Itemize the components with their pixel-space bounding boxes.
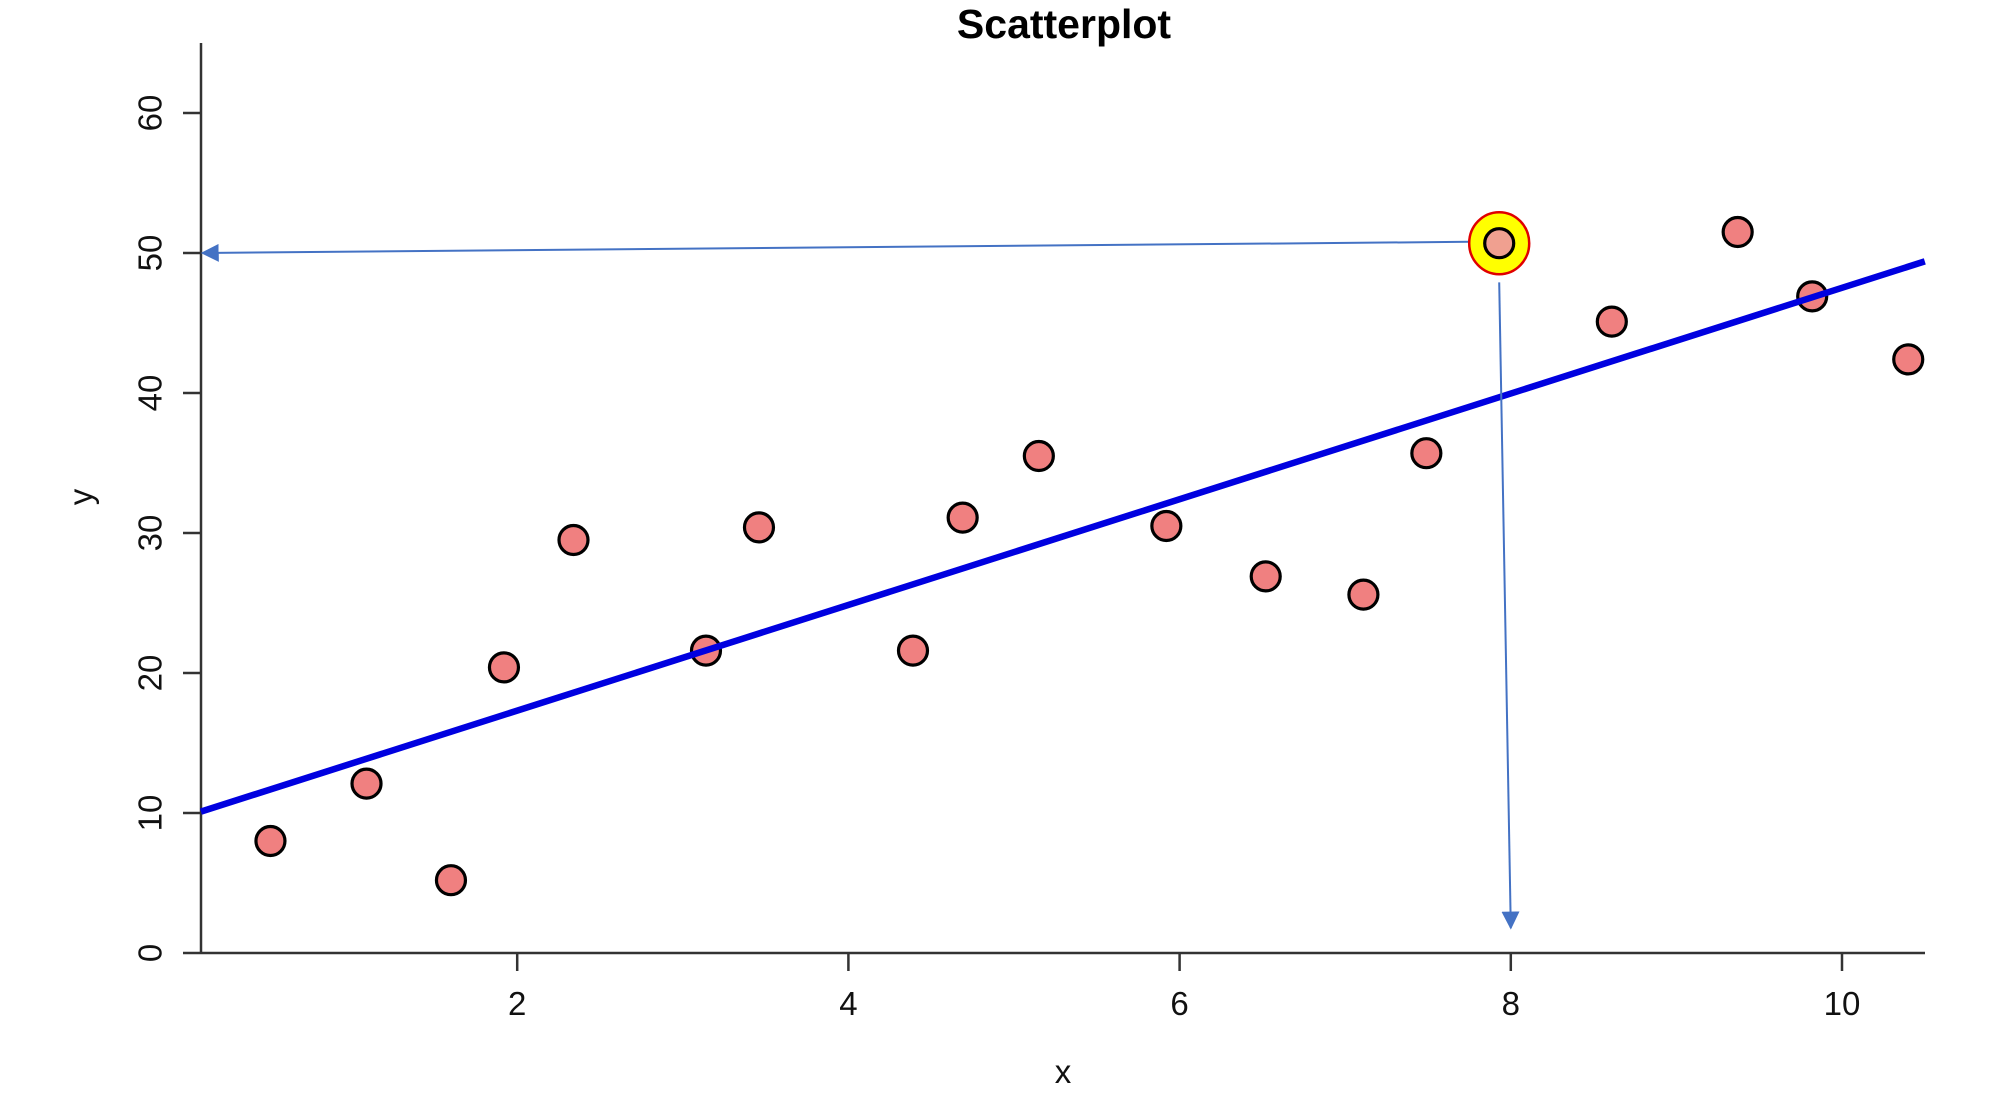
- regression-line-stroke: [199, 258, 1926, 815]
- y-tick-label: 40: [132, 375, 169, 412]
- data-point: [742, 511, 776, 544]
- x-tick-label: 8: [1502, 985, 1520, 1022]
- arrow-annotation: [1498, 282, 1520, 930]
- data-point: [557, 523, 590, 557]
- data-point: [1892, 343, 1925, 376]
- data-point: [946, 501, 979, 534]
- data-point: [1249, 560, 1282, 593]
- data-point: [487, 651, 521, 684]
- data-point: [1595, 305, 1628, 338]
- y-tick-label: 60: [132, 95, 169, 132]
- data-point: [1347, 578, 1380, 611]
- y-tick-label: 20: [132, 655, 169, 692]
- data-point: [896, 634, 930, 667]
- x-axis-label: x: [1055, 1053, 1072, 1090]
- arrow-annotation: [200, 240, 1470, 262]
- annotations: [200, 210, 1531, 930]
- data-point: [1410, 437, 1443, 470]
- x-axis: 2 4 6 8 10: [201, 951, 1925, 1022]
- data-points: [254, 215, 1925, 897]
- x-tick-label: 2: [508, 985, 526, 1022]
- y-axis: 0 10 20 30 40 50 60: [132, 43, 203, 962]
- data-point: [1150, 509, 1183, 543]
- y-tick-label: 50: [132, 235, 169, 272]
- y-axis-label: y: [62, 488, 99, 505]
- x-tick-label: 4: [839, 985, 857, 1022]
- y-tick-label: 30: [132, 515, 169, 552]
- y-tick-label: 0: [132, 944, 169, 962]
- data-point: [254, 824, 287, 858]
- chart-title: Scatterplot: [957, 1, 1171, 47]
- y-tick-label: 10: [132, 795, 169, 832]
- x-tick-label: 10: [1824, 985, 1861, 1022]
- regression-line: [199, 258, 1926, 815]
- data-point: [1721, 215, 1754, 249]
- data-point: [434, 864, 468, 897]
- data-point: [350, 767, 383, 800]
- x-tick-label: 6: [1170, 985, 1188, 1022]
- highlighted-data-point: [1483, 227, 1516, 260]
- data-point: [1022, 439, 1055, 473]
